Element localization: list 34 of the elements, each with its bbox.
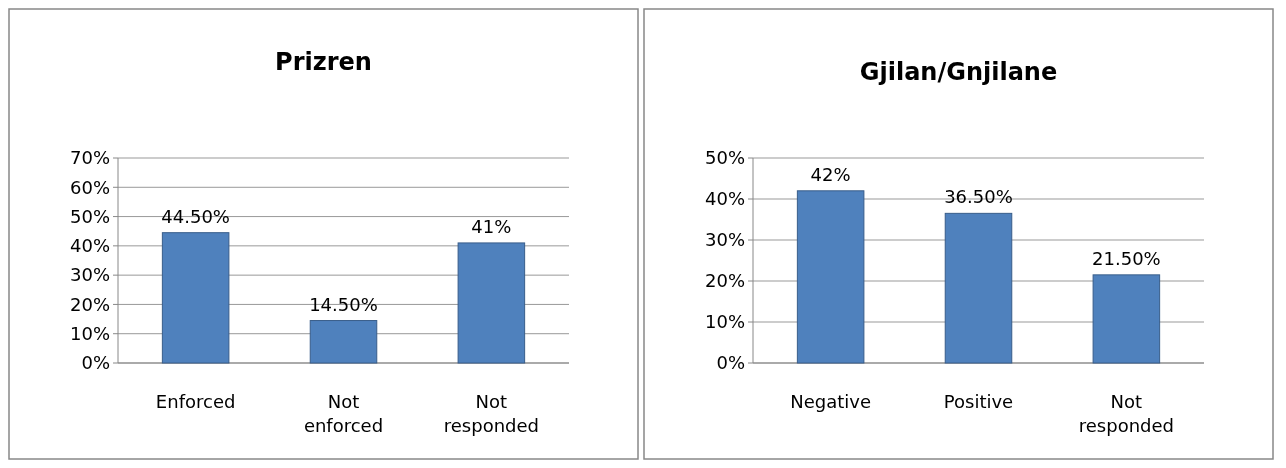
y-tick-label: 30%	[69, 264, 110, 286]
y-tick-label: 10%	[704, 311, 745, 333]
y-tick-label: 60%	[69, 176, 110, 198]
x-tick-label: Enforced	[155, 391, 236, 412]
bar	[457, 242, 526, 364]
y-tick-label: 50%	[704, 147, 745, 169]
bar	[944, 212, 1013, 364]
y-tick-label: 40%	[704, 188, 745, 210]
bar	[796, 190, 865, 364]
y-tick-label: 10%	[69, 323, 110, 345]
chart-title: Prizren	[275, 48, 372, 76]
x-tick-label: Positive	[943, 391, 1014, 412]
y-tick-label: 20%	[704, 270, 745, 292]
data-label: 42%	[810, 163, 851, 185]
x-tick-label: Negative	[790, 391, 872, 412]
x-tick-label: Not responded	[443, 391, 539, 436]
chart-title: Gjilan/Gnjilane	[859, 58, 1058, 86]
data-label: 14.50%	[309, 293, 378, 315]
y-tick-label: 50%	[69, 205, 110, 227]
y-tick-label: 0%	[81, 352, 110, 374]
y-tick-label: 70%	[69, 147, 110, 169]
data-label: 44.50%	[161, 205, 230, 227]
bar	[161, 232, 230, 364]
y-tick-label: 30%	[704, 229, 745, 251]
y-tick-label: 20%	[69, 293, 110, 315]
bar	[309, 320, 378, 364]
x-tick-label: Not responded	[1078, 391, 1174, 436]
data-label: 41%	[471, 215, 512, 237]
y-tick-label: 40%	[69, 235, 110, 257]
data-label: 36.50%	[944, 186, 1013, 208]
y-tick-label: 0%	[716, 352, 745, 374]
bar	[1092, 274, 1161, 364]
data-label: 21.50%	[1092, 247, 1161, 269]
x-tick-label: Not enforced	[303, 391, 384, 436]
